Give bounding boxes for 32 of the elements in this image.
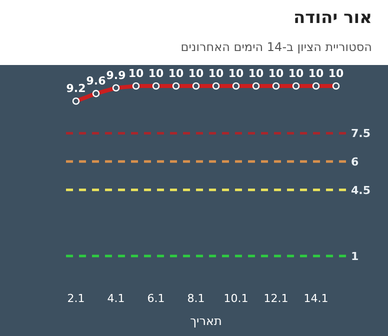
data-label: 10 [288,67,304,80]
x-axis-title: תאריך [190,314,222,328]
x-tick-label: 14.1 [304,292,328,305]
data-label: 9.6 [86,74,106,88]
data-label: 10 [248,67,264,80]
data-label: 9.2 [66,82,86,96]
ref-line: 7.5 [66,127,370,140]
ref-line: 4.5 [66,184,370,197]
chart-title: אור יהודה [293,8,372,28]
x-tick-label: 6.1 [147,292,165,305]
data-label: 10 [128,67,144,80]
x-tick-label: 12.1 [264,292,288,305]
ref-line: 6 [66,156,359,169]
data-label: 10 [268,67,284,80]
data-label: 10 [188,67,204,80]
data-label: 10 [208,67,224,80]
ref-line-label: 1 [351,250,359,263]
data-label: 10 [148,67,164,80]
ref-line-label: 6 [351,156,359,169]
ref-line: 1 [66,250,359,263]
data-label: 10 [228,67,244,80]
chart-subtitle: הסטוריית הציון ב-14 הימים האחרונים [180,40,372,54]
data-label: 10 [308,67,324,80]
x-tick-label: 2.1 [67,292,85,305]
data-label: 10 [328,67,344,80]
ref-line-label: 4.5 [351,184,370,197]
x-tick-label: 8.1 [187,292,205,305]
x-tick-label: 4.1 [107,292,125,305]
ref-line-label: 7.5 [351,127,370,140]
x-tick-label: 10.1 [224,292,248,305]
data-label: 10 [168,67,184,80]
data-label: 9.9 [106,68,126,82]
